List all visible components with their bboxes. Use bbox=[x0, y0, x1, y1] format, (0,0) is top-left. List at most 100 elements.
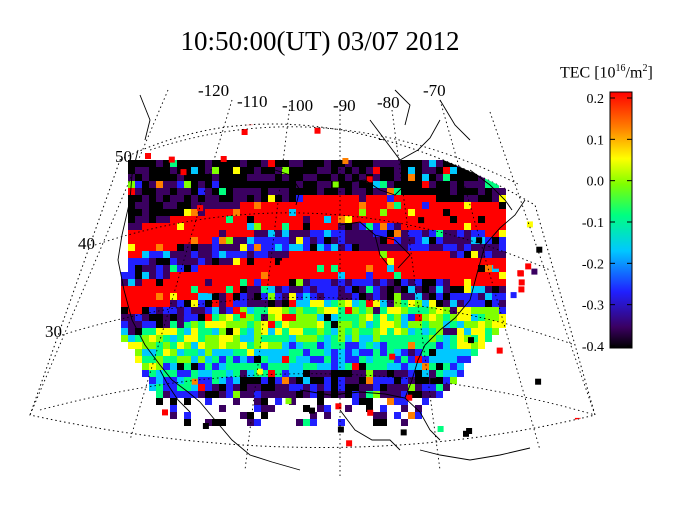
tec-cell bbox=[422, 202, 429, 209]
tec-cell bbox=[359, 216, 366, 223]
tec-cell bbox=[268, 321, 275, 328]
tec-cell bbox=[219, 349, 226, 356]
tec-cell bbox=[163, 251, 170, 258]
tec-cell bbox=[310, 412, 317, 419]
tec-station bbox=[473, 138, 480, 145]
tec-cell bbox=[296, 363, 303, 370]
tec-cell bbox=[268, 244, 275, 251]
colorbar-tick-label: 0.0 bbox=[587, 175, 605, 190]
tec-cell bbox=[226, 272, 233, 279]
tec-cell bbox=[177, 356, 184, 363]
tec-cell bbox=[296, 286, 303, 293]
tec-cell bbox=[128, 230, 135, 237]
tec-cell bbox=[464, 251, 471, 258]
tec-cell bbox=[121, 286, 128, 293]
tec-cell bbox=[275, 174, 282, 181]
tec-cell bbox=[366, 223, 373, 230]
tec-station bbox=[517, 270, 524, 277]
tec-cell bbox=[457, 328, 464, 335]
tec-cell bbox=[275, 307, 282, 314]
tec-cell bbox=[247, 244, 254, 251]
tec-cell bbox=[289, 370, 296, 377]
tec-cell bbox=[380, 405, 387, 412]
tec-cell bbox=[310, 195, 317, 202]
tec-cell bbox=[450, 279, 457, 286]
tec-station bbox=[173, 125, 180, 132]
tec-cell bbox=[121, 300, 128, 307]
tec-cell bbox=[338, 328, 345, 335]
tec-cell bbox=[177, 370, 184, 377]
tec-cell bbox=[345, 237, 352, 244]
tec-cell bbox=[184, 307, 191, 314]
tec-cell bbox=[310, 328, 317, 335]
tec-cell bbox=[205, 342, 212, 349]
tec-cell bbox=[128, 279, 135, 286]
tec-cell bbox=[443, 335, 450, 342]
tec-cell bbox=[191, 216, 198, 223]
tec-cell bbox=[317, 328, 324, 335]
tec-cell bbox=[268, 237, 275, 244]
tec-cell bbox=[394, 244, 401, 251]
tec-cell bbox=[226, 314, 233, 321]
tec-cell bbox=[205, 279, 212, 286]
tec-cell bbox=[163, 321, 170, 328]
tec-cell bbox=[450, 356, 457, 363]
tec-station bbox=[455, 106, 461, 112]
tec-cell bbox=[184, 160, 191, 167]
tec-cell bbox=[303, 167, 310, 174]
tec-cell bbox=[310, 356, 317, 363]
tec-station bbox=[482, 443, 489, 448]
tec-cell bbox=[282, 174, 289, 181]
tec-cell bbox=[443, 174, 450, 181]
tec-cell bbox=[499, 202, 506, 209]
tec-cell bbox=[359, 195, 366, 202]
tec-cell bbox=[240, 412, 247, 419]
tec-cell bbox=[422, 223, 429, 230]
tec-cell bbox=[415, 293, 422, 300]
tec-cell bbox=[142, 174, 149, 181]
tec-cell bbox=[156, 370, 163, 377]
tec-cell bbox=[261, 279, 268, 286]
tec-cell bbox=[303, 265, 310, 272]
tec-cell bbox=[485, 188, 492, 195]
tec-station bbox=[164, 131, 171, 138]
tec-cell bbox=[289, 293, 296, 300]
tec-cell bbox=[282, 384, 289, 391]
tec-cell bbox=[380, 419, 387, 426]
tec-cell bbox=[387, 349, 394, 356]
tec-cell bbox=[485, 244, 492, 251]
tec-cell bbox=[324, 377, 331, 384]
tec-cell bbox=[345, 216, 352, 223]
tec-cell bbox=[240, 181, 247, 188]
tec-cell bbox=[149, 349, 156, 356]
tec-cell bbox=[135, 342, 142, 349]
tec-cell bbox=[149, 335, 156, 342]
tec-cell bbox=[128, 188, 135, 195]
tec-cell bbox=[310, 160, 317, 167]
tec-cell bbox=[331, 195, 338, 202]
tec-cell bbox=[499, 195, 506, 202]
tec-cell bbox=[394, 209, 401, 216]
tec-cell bbox=[296, 244, 303, 251]
tec-cell bbox=[128, 223, 135, 230]
tec-cell bbox=[331, 363, 338, 370]
tec-cell bbox=[408, 391, 415, 398]
tec-cell bbox=[191, 237, 198, 244]
tec-station bbox=[526, 444, 532, 448]
tec-cell bbox=[352, 237, 359, 244]
tec-cell bbox=[485, 230, 492, 237]
tec-cell bbox=[156, 223, 163, 230]
tec-cell bbox=[387, 160, 394, 167]
tec-cell bbox=[331, 258, 338, 265]
tec-cell bbox=[177, 300, 184, 307]
tec-cell bbox=[478, 307, 485, 314]
tec-station bbox=[240, 312, 246, 319]
tec-cell bbox=[415, 251, 422, 258]
tec-cell bbox=[422, 251, 429, 258]
tec-cell bbox=[380, 174, 387, 181]
tec-cell bbox=[240, 356, 247, 363]
tec-cell bbox=[205, 398, 212, 405]
tec-cell bbox=[261, 391, 268, 398]
tec-cell bbox=[156, 202, 163, 209]
tec-cell bbox=[135, 251, 142, 258]
